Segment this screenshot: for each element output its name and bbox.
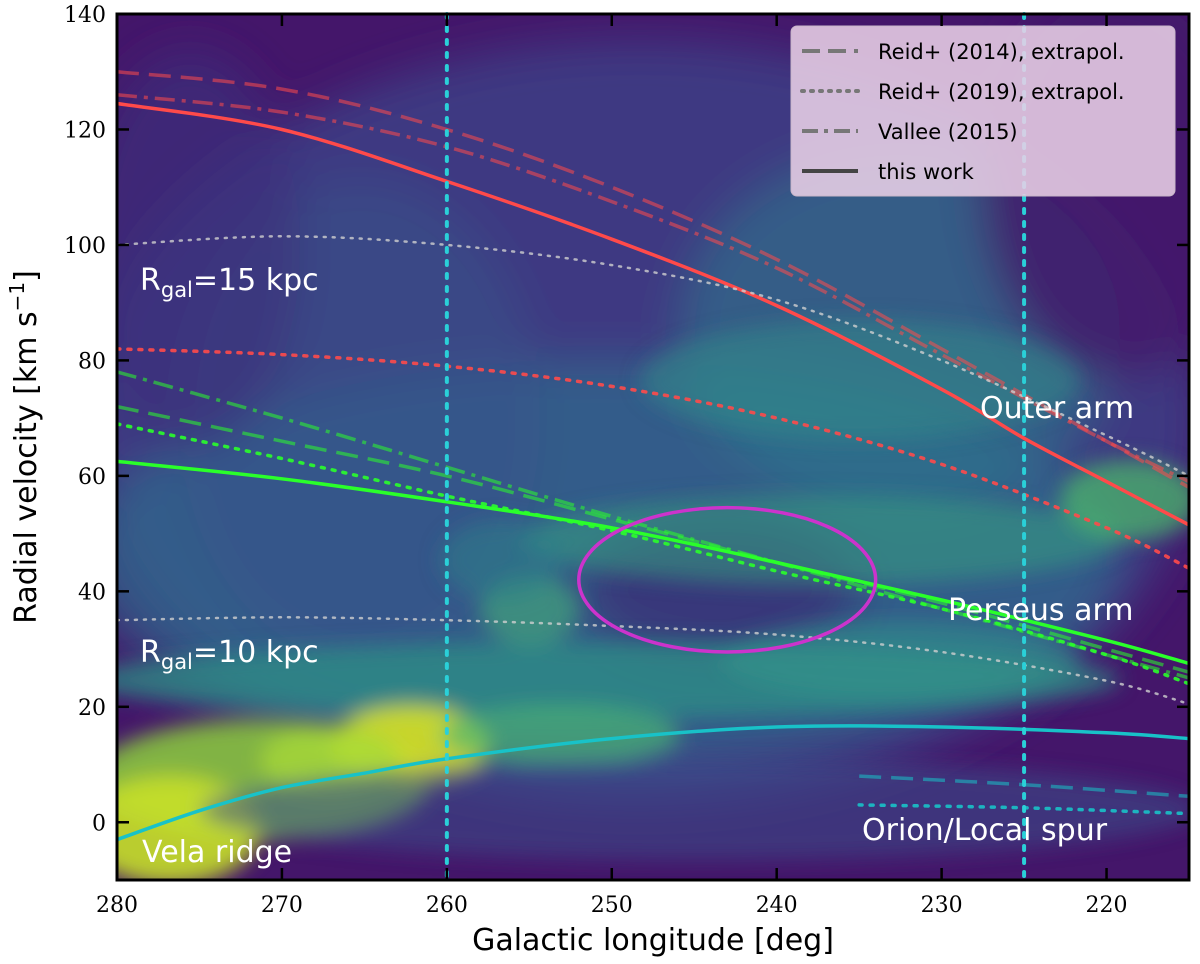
annotations: Rgal=15 kpc Rgal=10 kpc Outer arm Perseu… (140, 263, 1134, 870)
y-axis-title: Radial velocity [km s−1] (5, 270, 44, 624)
legend-box (790, 25, 1176, 197)
series-outer-dotted (117, 347, 1189, 570)
series-rgal-dotted-15kpc (117, 235, 1189, 478)
x-tick-label-240: 240 (756, 893, 798, 918)
series-outer-dashed (117, 69, 1189, 489)
x-tick-label-230: 230 (921, 893, 963, 918)
y-tick-label-20: 20 (78, 696, 106, 721)
x-tick-label-280: 280 (96, 893, 138, 918)
y-tick-label-100: 100 (64, 234, 106, 259)
orion-spur-label: Orion/Local spur (862, 813, 1108, 848)
rgal15-prefix: R (140, 263, 161, 298)
legend-label-dashed: Reid+ (2014), extrapol. (878, 40, 1125, 64)
rgal10-prefix: R (140, 635, 161, 670)
y-axis-title-close: ] (9, 270, 44, 282)
axis-ticks: 280 270 260 250 240 230 220 0 20 40 60 80 100 120 140 (64, 3, 1189, 918)
series-perseus-solid (117, 459, 1189, 666)
series-perseus-dotted (117, 422, 1189, 686)
data-lines (117, 69, 1189, 842)
x-tick-label-250: 250 (591, 893, 633, 918)
y-axis-title-main: Radial velocity [km s (9, 311, 44, 623)
legend: Reid+ (2014), extrapol. Reid+ (2019), ext… (790, 25, 1176, 197)
y-tick-label-40: 40 (78, 580, 106, 605)
rgal15-sub: gal (161, 278, 193, 302)
rgal10-eq: = (193, 635, 218, 670)
perseus-arm-label: Perseus arm (948, 593, 1134, 628)
highlight-ellipse (577, 505, 878, 654)
legend-label-dashdot: Vallee (2015) (878, 120, 1018, 144)
rgal15-label: Rgal=15 kpc (140, 263, 319, 302)
rgal10-sub: gal (161, 650, 193, 674)
outer-arm-label: Outer arm (980, 391, 1134, 426)
series-perseus-dashdot (117, 370, 1189, 680)
y-tick-label-60: 60 (78, 465, 106, 490)
y-axis-title-sup: −1 (5, 282, 29, 311)
plot-frame (115, 12, 1191, 882)
rgal10-label: Rgal=10 kpc (140, 635, 319, 674)
rgal15-eq: = (193, 263, 218, 298)
y-tick-label-80: 80 (78, 349, 106, 374)
rgal15-value: 15 kpc (218, 263, 319, 298)
y-tick-label-0: 0 (92, 811, 106, 836)
x-tick-label-270: 270 (261, 893, 303, 918)
y-tick-label-140: 140 (64, 3, 106, 28)
series-outer-solid (117, 101, 1189, 527)
series-outer-dashdot (117, 93, 1189, 484)
x-tick-label-220: 220 (1086, 893, 1128, 918)
vela-ridge-label: Vela ridge (142, 835, 292, 870)
rgal10-value: 10 kpc (218, 635, 319, 670)
series-rgal-dotted-10kpc (117, 616, 1189, 706)
legend-label-dotted: Reid+ (2019), extrapol. (878, 80, 1125, 104)
x-axis-title: Galactic longitude [deg] (472, 923, 834, 958)
y-tick-label-120: 120 (64, 118, 106, 143)
x-tick-label-260: 260 (426, 893, 468, 918)
legend-label-solid: this work (878, 160, 975, 184)
